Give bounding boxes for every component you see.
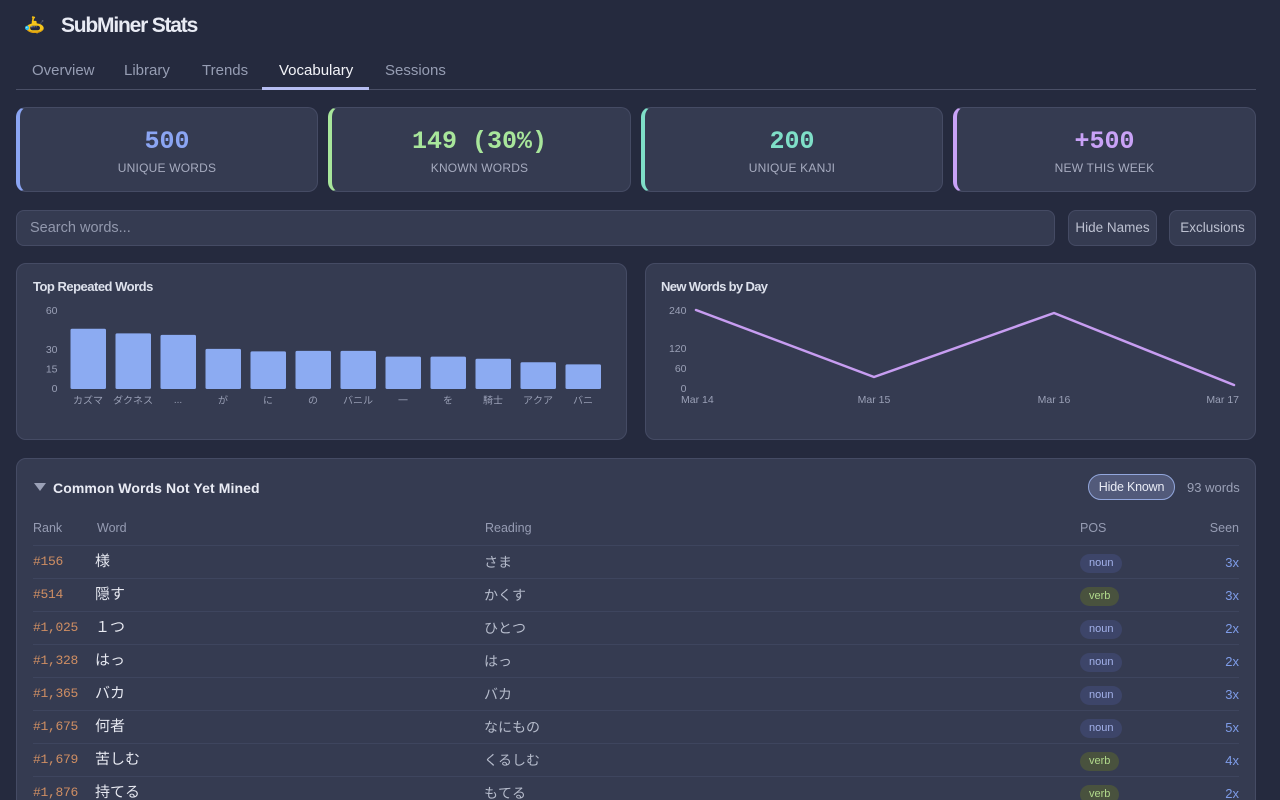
svg-text:Mar 17: Mar 17 [1206,394,1239,406]
svg-text:Mar 16: Mar 16 [1038,394,1071,406]
svg-text:240: 240 [669,305,687,317]
svg-text:120: 120 [669,343,687,355]
svg-text:Mar 15: Mar 15 [858,394,891,406]
svg-text:Mar 14: Mar 14 [681,394,714,406]
svg-text:0: 0 [681,383,687,395]
svg-text:15: 15 [46,364,58,376]
svg-text:60: 60 [46,305,58,317]
svg-text:...: ... [174,395,182,406]
svg-text:60: 60 [675,363,687,375]
svg-text:30: 30 [46,344,58,356]
svg-text:0: 0 [52,383,58,395]
